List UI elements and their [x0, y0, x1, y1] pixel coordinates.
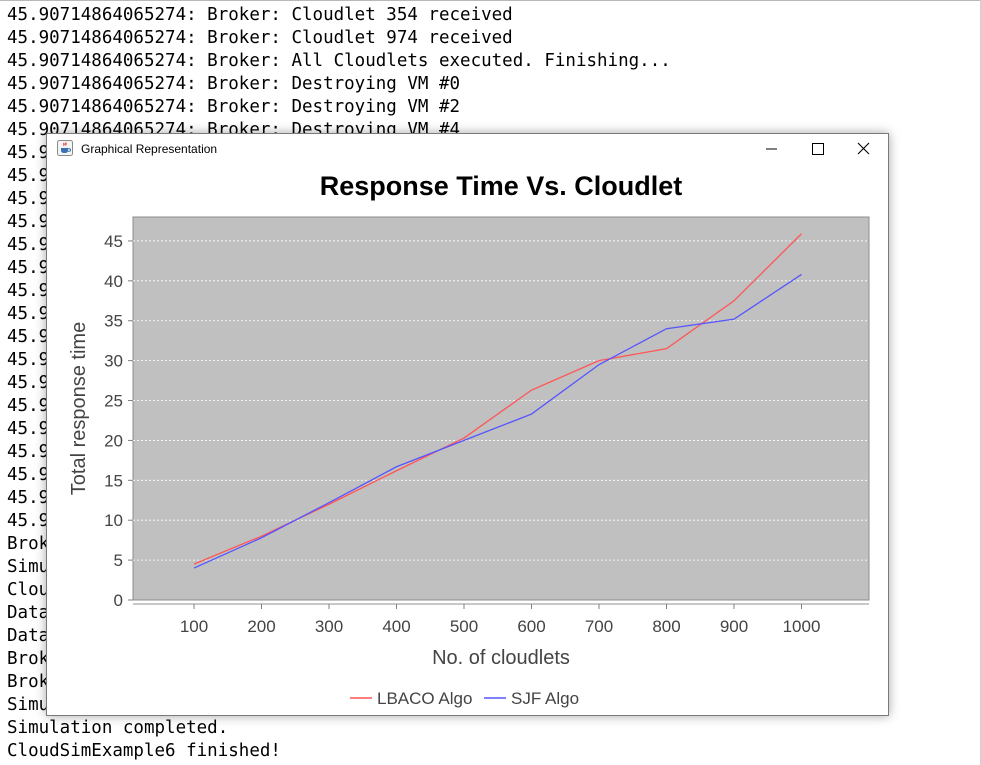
series-line-sjf-algo [193, 273, 802, 569]
x-tick-label: 500 [450, 617, 478, 636]
minimize-button[interactable] [748, 134, 794, 164]
console-line: 45.9 [7, 419, 50, 439]
y-tick-label: 35 [104, 312, 123, 331]
console-line: 45.9 [7, 350, 50, 370]
maximize-button[interactable] [794, 134, 840, 164]
console-line: Data [7, 603, 50, 623]
x-tick-label: 200 [247, 617, 275, 636]
console-line: 45.9 [7, 281, 50, 301]
y-tick-label: 15 [104, 471, 123, 490]
console-line: 45.9 [7, 166, 50, 186]
console-line: Simulation completed. [7, 718, 229, 738]
legend-label: SJF Algo [511, 689, 579, 708]
console-line: 45.9 [7, 235, 50, 255]
x-tick-label: 1000 [783, 617, 821, 636]
console-line: Simu [7, 557, 50, 577]
x-tick-label: 800 [652, 617, 680, 636]
console-line: 45.9 [7, 396, 50, 416]
console-line: 45.9 [7, 327, 50, 347]
x-tick-label: 600 [517, 617, 545, 636]
console-line: Clou [7, 580, 50, 600]
console-line: 45.9 [7, 212, 50, 232]
y-tick-label: 5 [114, 551, 123, 570]
y-tick-label: 45 [104, 232, 123, 251]
close-button[interactable] [840, 134, 886, 164]
console-line: 45.90714864065274: Broker: Destroying VM… [7, 97, 461, 117]
x-tick-label: 400 [382, 617, 410, 636]
console-top-divider [0, 0, 981, 4]
minimize-icon [766, 148, 777, 150]
console-line: 45.9 [7, 442, 50, 462]
console-line: 45.9 [7, 189, 50, 209]
plot-area [132, 216, 870, 601]
console-line: 45.90714864065274: Broker: All Cloudlets… [7, 51, 671, 71]
maximize-icon [812, 143, 824, 155]
console-line: 45.9 [7, 373, 50, 393]
y-tick-label: 40 [104, 272, 123, 291]
chart-title: Response Time Vs. Cloudlet [320, 171, 683, 201]
console-line: Data [7, 626, 50, 646]
console-line: 45.9 [7, 465, 50, 485]
graphical-representation-window[interactable]: Graphical Representation Response Time V… [46, 133, 889, 716]
console-line: CloudSimExample6 finished! [7, 741, 281, 761]
window-title: Graphical Representation [81, 142, 218, 156]
legend-label: LBACO Algo [377, 689, 472, 708]
x-tick-label: 900 [720, 617, 748, 636]
x-axis-label: No. of cloudlets [432, 647, 570, 669]
console-line: 45.9 [7, 304, 50, 324]
y-tick-label: 10 [104, 511, 123, 530]
console-line: Simu [7, 695, 50, 715]
y-tick-label: 0 [114, 591, 123, 610]
y-tick-label: 30 [104, 352, 123, 371]
console-line: 45.9 [7, 258, 50, 278]
console-line: 45.90714864065274: Broker: Cloudlet 974 … [7, 28, 513, 48]
y-tick-label: 25 [104, 392, 123, 411]
console-line: 45.90714864065274: Broker: Cloudlet 354 … [7, 5, 513, 25]
console-line: Brok [7, 672, 50, 692]
y-axis-label: Total response time [68, 322, 90, 495]
x-tick-label: 700 [585, 617, 613, 636]
console-line: 45.9 [7, 511, 50, 531]
java-cup-icon [57, 140, 73, 156]
console-line: Brok [7, 534, 50, 554]
y-tick-label: 20 [104, 431, 123, 450]
window-titlebar[interactable]: Graphical Representation [47, 134, 888, 164]
console-line: Brok [7, 649, 50, 669]
console-line: 45.9 [7, 143, 50, 163]
console-line: 45.9 [7, 488, 50, 508]
close-icon [857, 142, 870, 155]
x-tick-label: 100 [180, 617, 208, 636]
response-time-chart: Response Time Vs. Cloudlet 0 5 10 15 20 25 30 35… [68, 171, 870, 708]
x-tick-label: 300 [315, 617, 343, 636]
console-line: 45.90714864065274: Broker: Destroying VM… [7, 74, 461, 94]
